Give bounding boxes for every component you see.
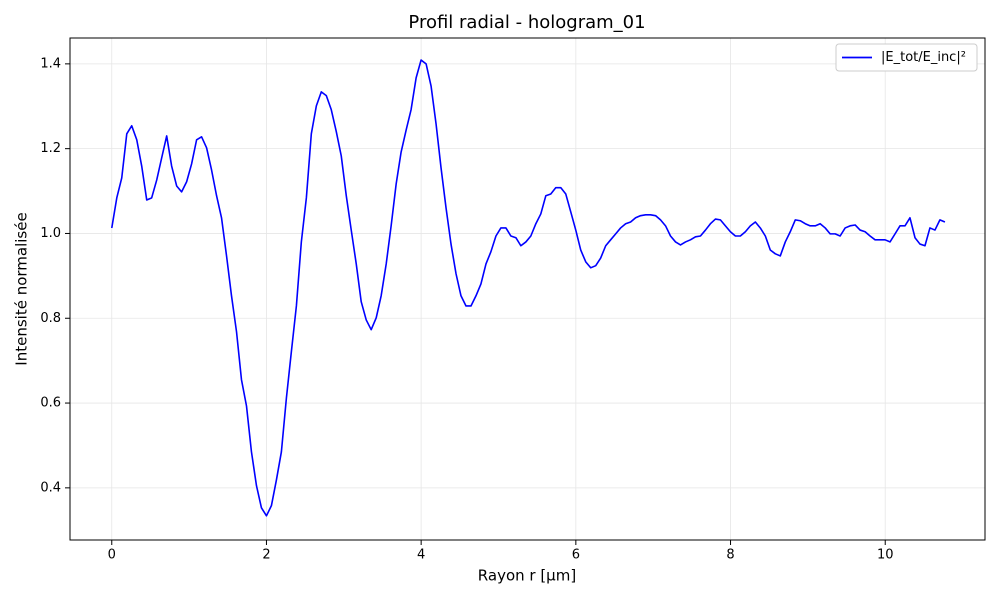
- x-axis-label: Rayon r [µm]: [478, 567, 576, 585]
- y-tick-label: 1.4: [40, 56, 61, 71]
- x-tick-label: 8: [726, 548, 734, 563]
- x-tick-label: 6: [572, 548, 580, 563]
- x-tick-label: 2: [262, 548, 270, 563]
- legend-label: |E_tot/E_inc|²: [881, 50, 966, 65]
- x-tick-label: 4: [417, 548, 425, 563]
- data-line: [110, 59, 946, 517]
- y-tick-label: 1.2: [40, 141, 61, 156]
- y-tick-label: 1.0: [40, 226, 61, 241]
- legend-box: [835, 43, 978, 72]
- y-axis-label: Intensité normalisée: [13, 212, 31, 365]
- chart-title: Profil radial - hologram_01: [408, 12, 645, 33]
- y-tick-label: 0.6: [40, 396, 61, 411]
- plot-frame: [69, 37, 986, 541]
- y-tick-label: 0.4: [40, 480, 61, 495]
- x-tick-label: 10: [877, 548, 894, 563]
- legend: |E_tot/E_inc|²: [835, 43, 978, 72]
- y-tick-label: 0.8: [40, 311, 61, 326]
- x-tick-label: 0: [108, 548, 116, 563]
